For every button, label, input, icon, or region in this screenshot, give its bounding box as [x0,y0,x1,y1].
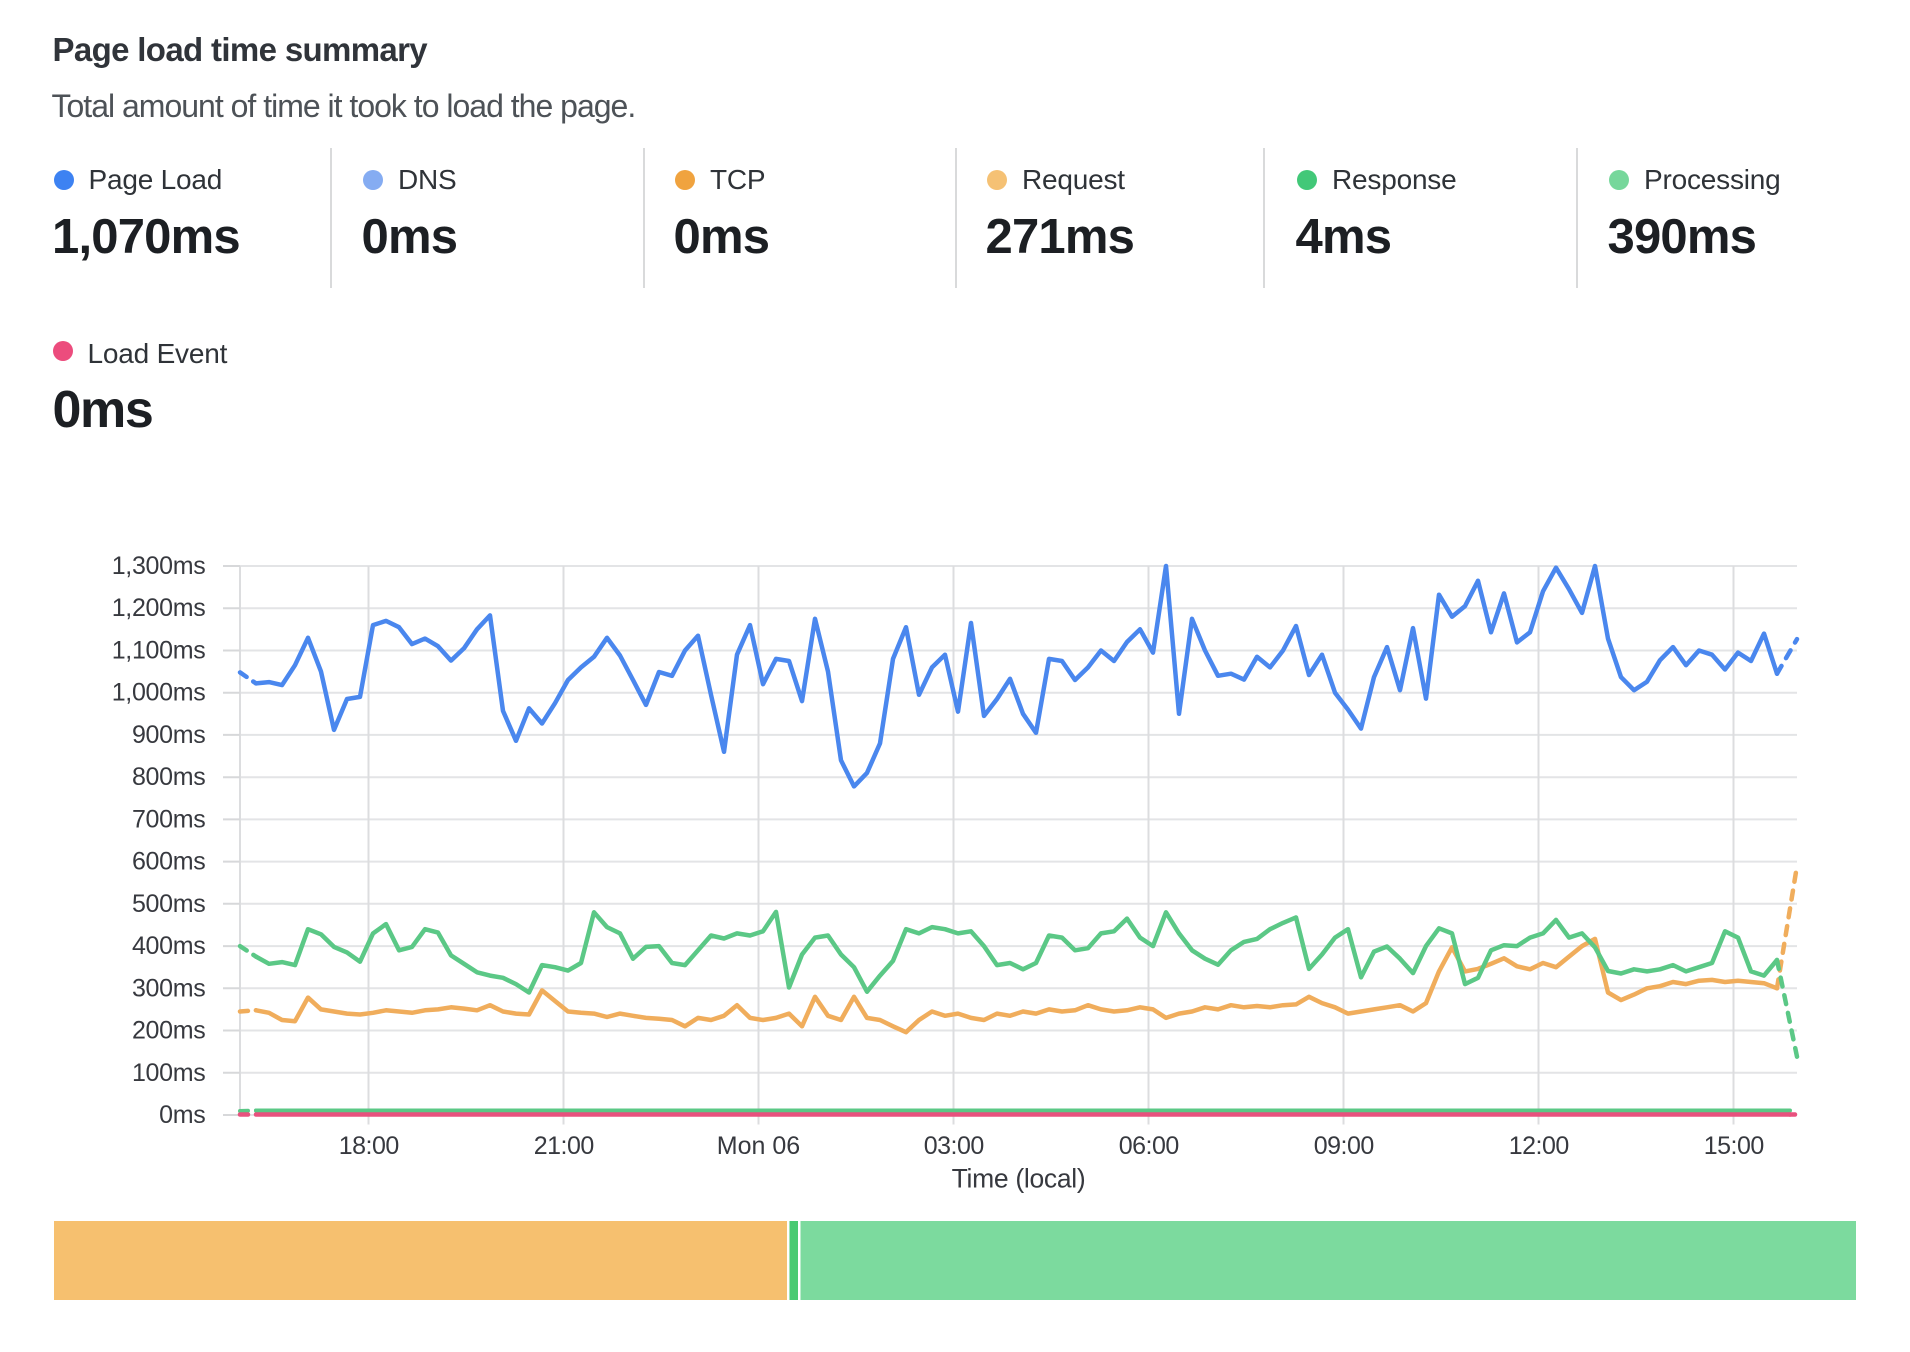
svg-text:18:00: 18:00 [339,1132,399,1160]
svg-text:700ms: 700ms [132,805,206,833]
svg-text:600ms: 600ms [132,848,206,876]
svg-text:Time (local): Time (local) [952,1164,1086,1194]
svg-text:100ms: 100ms [132,1059,206,1087]
svg-text:1,100ms: 1,100ms [112,637,206,665]
svg-text:300ms: 300ms [132,974,206,1002]
svg-text:Mon 06: Mon 06 [717,1132,800,1160]
svg-text:09:00: 09:00 [1314,1132,1374,1160]
svg-text:12:00: 12:00 [1509,1132,1569,1160]
svg-text:0ms: 0ms [159,1101,205,1129]
svg-text:500ms: 500ms [132,890,206,918]
svg-text:15:00: 15:00 [1704,1132,1764,1160]
svg-text:03:00: 03:00 [924,1132,984,1160]
svg-text:900ms: 900ms [132,721,206,749]
svg-text:06:00: 06:00 [1119,1132,1179,1160]
svg-text:1,200ms: 1,200ms [112,594,206,622]
svg-text:1,000ms: 1,000ms [112,679,206,707]
svg-text:1,300ms: 1,300ms [112,552,206,580]
svg-text:400ms: 400ms [132,932,206,960]
svg-text:800ms: 800ms [132,763,206,791]
svg-text:200ms: 200ms [132,1017,206,1045]
svg-text:21:00: 21:00 [534,1132,594,1160]
